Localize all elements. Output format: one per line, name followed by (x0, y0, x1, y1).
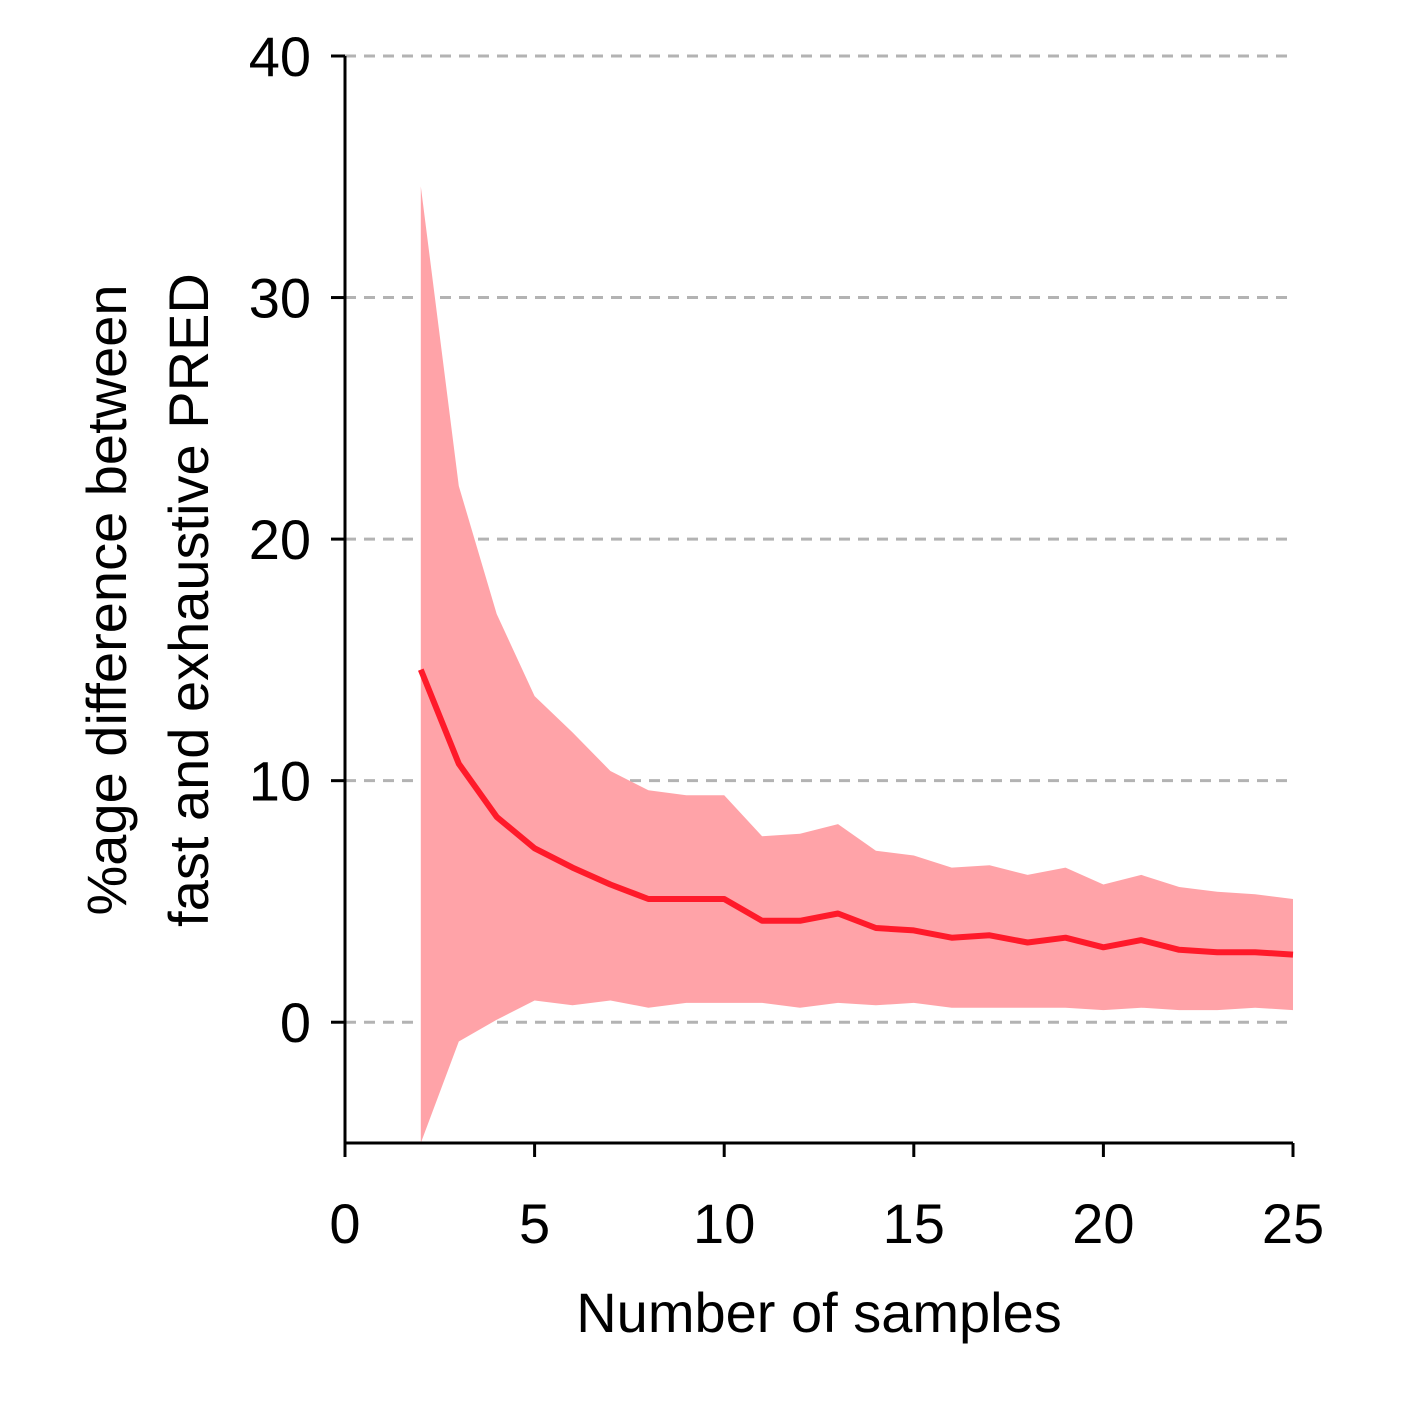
y-tick-label-2: 20 (249, 508, 311, 571)
x-tick-label-0: 0 (329, 1192, 360, 1255)
y-tick-label-4: 40 (249, 25, 311, 88)
x-tick-label-4: 20 (1072, 1192, 1134, 1255)
axes (343, 56, 1293, 1145)
y-tick-label-1: 10 (249, 750, 311, 813)
x-axis-ticks: 0 5 10 15 20 25 (329, 1143, 1324, 1255)
y-axis-ticks: 0 10 20 30 40 (249, 25, 345, 1054)
x-tick-label-1: 5 (519, 1192, 550, 1255)
x-tick-label-5: 25 (1262, 1192, 1324, 1255)
mean-line (418, 668, 1294, 958)
x-axis-label: Number of samples (576, 1281, 1062, 1344)
y-axis-label: %age difference between fast and exhausti… (75, 273, 220, 927)
y-axis-label-line-0: %age difference between (75, 285, 138, 916)
y-tick-label-3: 30 (249, 267, 311, 330)
y-axis-label-line-1: fast and exhaustive PRED (157, 273, 220, 927)
x-tick-label-3: 15 (883, 1192, 945, 1255)
confidence-band (420, 186, 1293, 1143)
y-tick-label-0: 0 (280, 991, 311, 1054)
x-tick-label-2: 10 (693, 1192, 755, 1255)
